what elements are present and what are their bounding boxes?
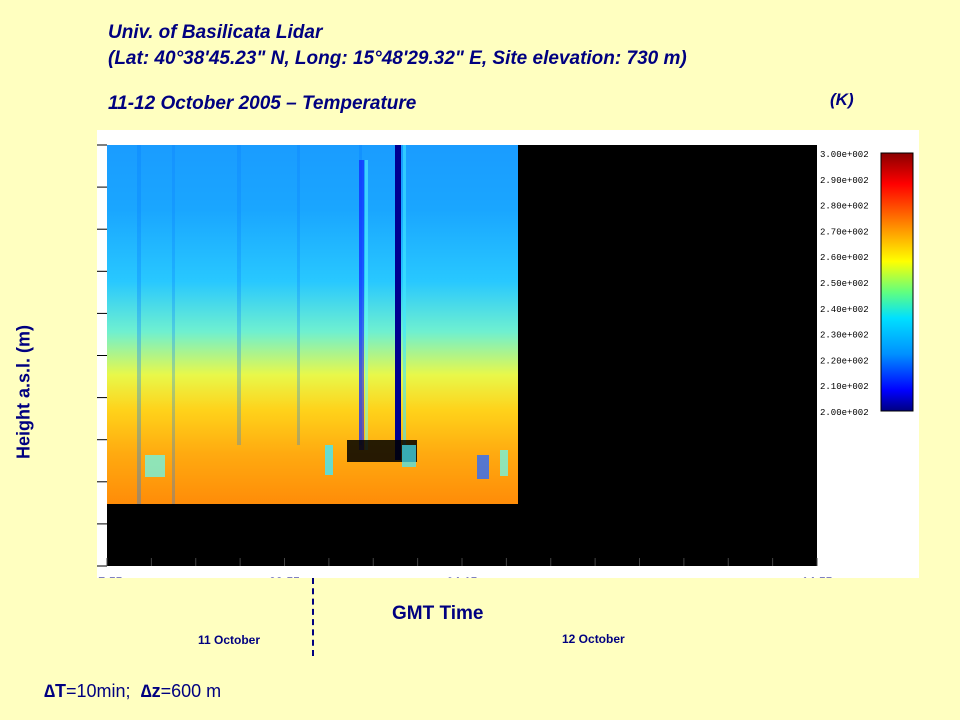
- x-tick-label: 04:15: [447, 575, 478, 578]
- colorbar-tick-label: 2.90e+002: [820, 176, 869, 186]
- y-axis-label: Height a.s.l. (m): [13, 324, 34, 460]
- colorbar-tick-label: 2.70e+002: [820, 227, 869, 237]
- date-label-12-october: 12 October: [562, 632, 625, 646]
- colorbar-tick-label: 2.80e+002: [820, 202, 869, 212]
- x-axis-ticks: 17:55 22:55 04:15 14:55: [97, 558, 833, 578]
- y-axis-ticks: 1273010330793055303130730: [97, 144, 107, 567]
- date-label-11-october: 11 October: [198, 633, 261, 647]
- delta-t-symbol: ∆T: [44, 681, 67, 701]
- colorbar-tick-label: 2.60e+002: [820, 253, 869, 263]
- colorbar-tick-label: 2.10e+002: [820, 382, 869, 392]
- resolution-note: ∆T=10min; ∆z=600 m: [44, 681, 221, 702]
- x-tick-label: 17:55: [97, 575, 123, 578]
- small-scale-features: [137, 145, 508, 504]
- x-axis-label: GMT Time: [392, 603, 484, 624]
- colorbar-unit-label: (K): [830, 90, 854, 109]
- colorbar-tick-label: 2.50e+002: [820, 279, 869, 289]
- colorbar-tick-label: 2.20e+002: [820, 356, 869, 366]
- chart-subtitle-date: 11-12 October 2005 – Temperature: [108, 93, 417, 114]
- colorbar-tick-labels: 3.00e+002 2.90e+002 2.80e+002 2.70e+002 2.60…: [820, 150, 869, 418]
- delta-z-value: =600 m: [160, 681, 222, 701]
- x-tick-label: 22:55: [269, 575, 300, 578]
- colorbar-tick-label: 2.30e+002: [820, 331, 869, 341]
- colorbar-tick-label: 2.40e+002: [820, 305, 869, 315]
- temperature-field: [107, 145, 518, 504]
- date-separator: [312, 578, 314, 656]
- x-tick-label: 14:55: [802, 575, 833, 578]
- colorbar: [880, 152, 914, 412]
- colorbar-tick-label: 2.00e+002: [820, 408, 869, 418]
- plot-panel: 1273010330793055303130730 17:55 22:55 04:1…: [97, 130, 919, 578]
- chart-title: Univ. of Basilicata Lidar: [108, 22, 323, 43]
- temperature-heatmap: 1273010330793055303130730 17:55 22:55 04:1…: [97, 144, 914, 578]
- delta-z-symbol: ∆z: [140, 681, 161, 701]
- delta-t-value: =10min;: [66, 681, 131, 701]
- colorbar-tick-label: 3.00e+002: [820, 150, 869, 160]
- chart-subtitle-location: (Lat: 40°38'45.23" N, Long: 15°48'29.32"…: [108, 48, 687, 69]
